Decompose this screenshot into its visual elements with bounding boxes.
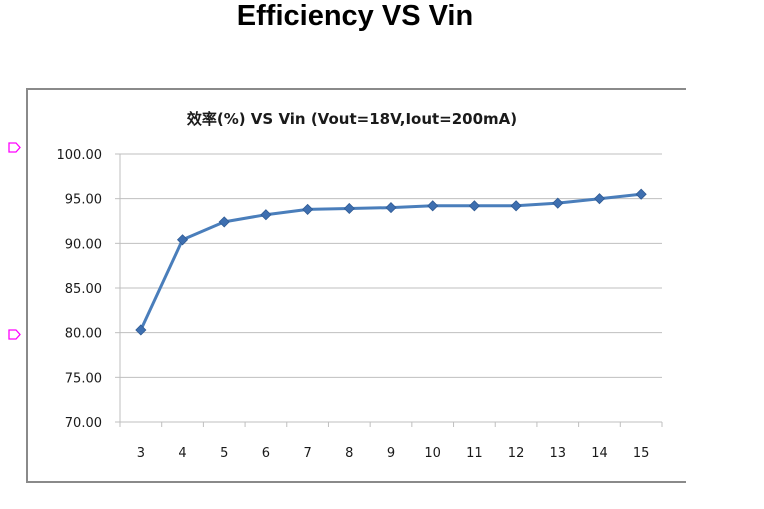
x-tick-label: 7: [303, 446, 311, 461]
x-tick-label: 6: [262, 446, 270, 461]
data-point: [343, 202, 355, 215]
x-tick-label: 11: [466, 446, 483, 461]
x-tick-label: 15: [633, 446, 650, 461]
x-tick-label: 4: [178, 446, 186, 461]
x-tick-label: 12: [508, 446, 525, 461]
data-point: [593, 193, 606, 205]
page-title: Efficiency VS Vin: [236, 0, 474, 32]
x-tick-label: 10: [424, 446, 441, 461]
x-tick-label: 8: [345, 446, 353, 461]
data-point: [635, 188, 647, 200]
x-tick-label: 3: [137, 446, 145, 461]
x-tick-label: 13: [549, 446, 566, 461]
y-tick-label: 95.00: [65, 193, 102, 208]
data-point: [510, 200, 522, 212]
y-tick-label: 85.00: [65, 282, 102, 297]
series-line: [139, 192, 642, 331]
data-point: [427, 200, 439, 212]
y-tick-label: 80.00: [65, 327, 102, 342]
edge-marker-icon: [8, 142, 21, 153]
data-point: [468, 200, 480, 212]
chart-title: 效率(%) VS Vin (Vout=18V,Iout=200mA): [187, 110, 517, 128]
data-point: [302, 203, 314, 215]
data-point: [552, 197, 564, 209]
chart-frame: [26, 88, 686, 483]
x-tick-label: 9: [387, 446, 395, 461]
x-tick-label: 14: [591, 446, 608, 461]
data-point: [176, 234, 189, 246]
y-tick-label: 90.00: [65, 237, 102, 252]
data-point: [135, 324, 147, 336]
y-tick-label: 75.00: [65, 371, 102, 386]
data-point: [385, 202, 397, 214]
data-point: [218, 216, 230, 228]
edge-marker-icon: [8, 329, 21, 340]
data-point: [260, 209, 272, 221]
x-tick-label: 5: [220, 446, 228, 461]
y-tick-label: 70.00: [65, 416, 102, 431]
y-tick-label: 100.00: [57, 148, 103, 163]
